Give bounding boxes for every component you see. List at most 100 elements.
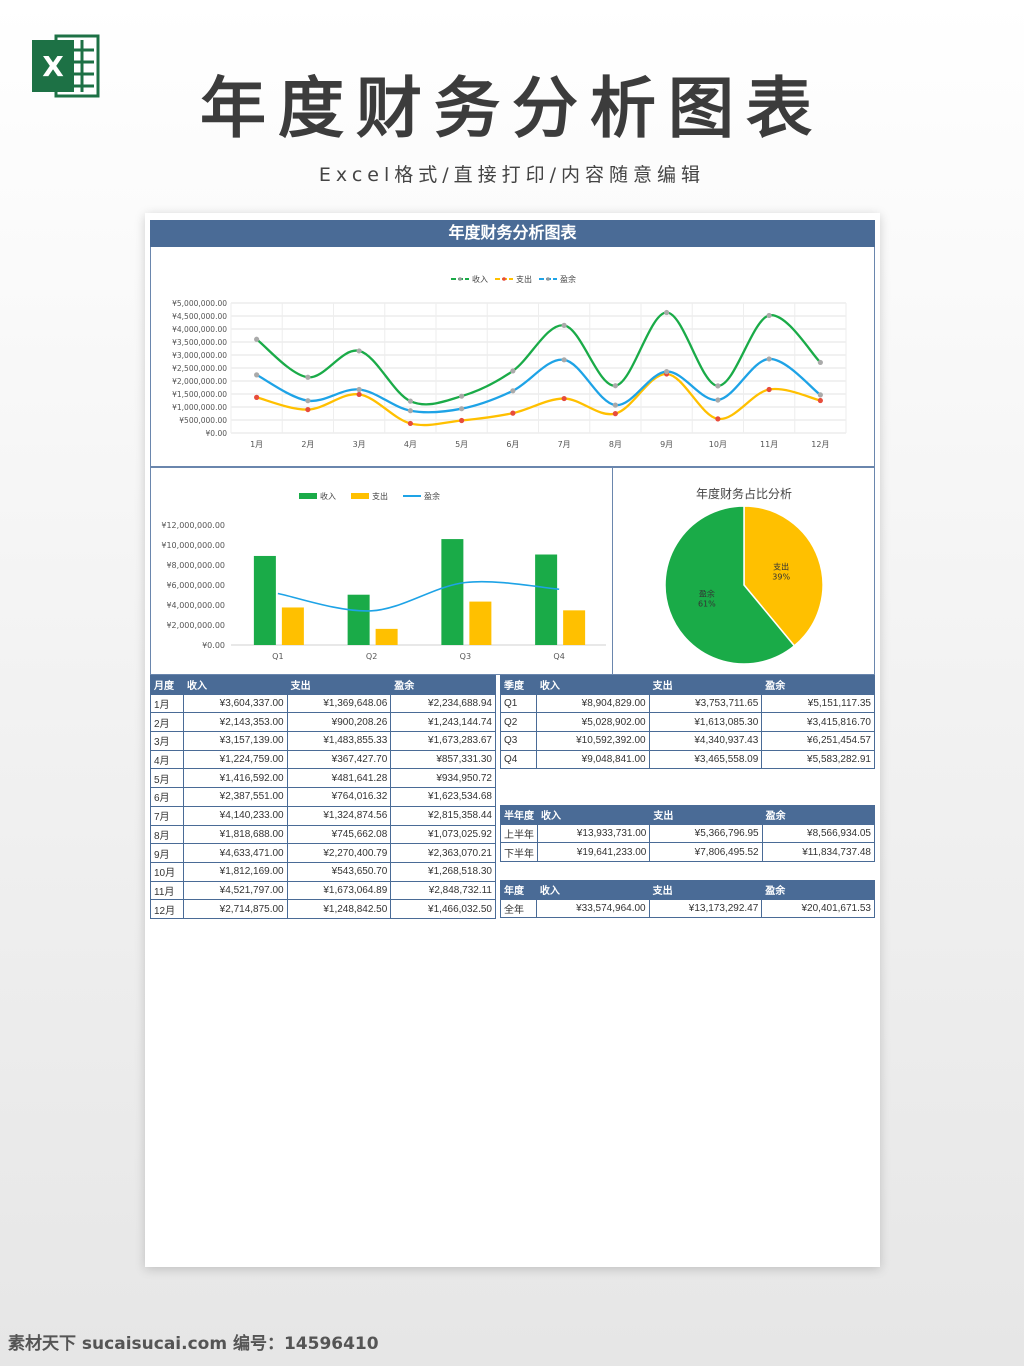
legend-swatch <box>299 493 317 499</box>
column-header: 月度 <box>150 675 184 695</box>
row-label-cell: Q4 <box>500 749 537 770</box>
table-row: 5月 ¥1,416,592.00 ¥481,641.28 ¥934,950.72 <box>150 768 496 789</box>
value-cell: ¥1,673,283.67 <box>390 731 496 751</box>
table-row: Q2 ¥5,028,902.00 ¥1,613,085.30 ¥3,415,816.7… <box>500 712 875 733</box>
row-label-cell: 1月 <box>150 693 184 714</box>
value-cell: ¥367,427.70 <box>286 749 392 770</box>
data-point <box>817 359 823 366</box>
value-cell: ¥11,834,737.48 <box>761 842 876 863</box>
value-cell: ¥8,566,934.05 <box>761 823 876 844</box>
column-header: 收入 <box>535 675 650 695</box>
pie-slice-percent: 61% <box>698 599 716 608</box>
bar-支出 <box>281 607 304 645</box>
data-point <box>305 406 311 413</box>
x-tick-label: 9月 <box>660 440 673 449</box>
y-tick-label: ¥3,000,000.00 <box>172 351 227 360</box>
column-header: 支出 <box>286 675 392 695</box>
value-cell: ¥2,234,688.94 <box>390 693 496 714</box>
legend-label: 支出 <box>372 491 388 501</box>
y-tick-label: ¥0.00 <box>202 641 225 650</box>
data-point <box>510 368 516 374</box>
pie-slice-支出 <box>743 505 824 647</box>
table-header-row: 月度 收入 支出 盈余 <box>150 675 496 695</box>
value-cell: ¥5,151,117.35 <box>761 693 875 714</box>
value-cell: ¥543,650.70 <box>286 861 392 882</box>
value-cell: ¥2,848,732.11 <box>390 880 496 901</box>
value-cell: ¥1,369,648.06 <box>286 693 392 714</box>
table-row: 3月 ¥3,157,139.00 ¥1,483,855.33 ¥1,673,283.6… <box>150 731 496 751</box>
table-row: 11月 ¥4,521,797.00 ¥1,673,064.89 ¥2,848,732.… <box>150 880 496 901</box>
spreadsheet-preview: 年度财务分析图表 ¥0.00 ¥500,000.00 ¥1,000,000.00 ¥1… <box>145 213 880 1267</box>
value-cell: ¥481,641.28 <box>286 768 392 789</box>
column-header: 盈余 <box>761 675 875 695</box>
value-cell: ¥1,818,688.00 <box>182 824 288 845</box>
row-label-cell: 6月 <box>150 787 184 807</box>
value-cell: ¥19,641,233.00 <box>536 842 651 863</box>
row-label-cell: 3月 <box>150 731 184 751</box>
page-title: 年度财务分析图表 <box>200 70 824 147</box>
value-cell: ¥2,387,551.00 <box>182 787 288 807</box>
value-cell: ¥1,248,842.50 <box>286 899 392 919</box>
y-tick-label: ¥10,000,000.00 <box>161 541 225 550</box>
series-line-盈余 <box>277 580 560 612</box>
x-tick-label: 5月 <box>455 440 468 449</box>
value-cell: ¥2,143,353.00 <box>182 712 288 733</box>
row-label-cell: Q1 <box>500 693 537 714</box>
x-tick-label: 10月 <box>709 440 727 449</box>
legend-swatch <box>351 493 369 499</box>
value-cell: ¥6,251,454.57 <box>761 731 875 751</box>
y-tick-label: ¥4,500,000.00 <box>172 312 227 321</box>
value-cell: ¥1,224,759.00 <box>182 749 288 770</box>
data-point <box>664 368 670 375</box>
legend-marker <box>458 277 462 281</box>
row-label-cell: 7月 <box>150 805 184 826</box>
legend-label: 盈余 <box>424 491 440 501</box>
row-label-cell: 10月 <box>150 861 184 882</box>
row-label-cell: 4月 <box>150 749 184 770</box>
row-label-cell: 5月 <box>150 768 184 789</box>
pie-title: 年度财务占比分析 <box>696 486 792 501</box>
table-row: 2月 ¥2,143,353.00 ¥900,208.26 ¥1,243,144.74 <box>150 712 496 733</box>
value-cell: ¥4,521,797.00 <box>182 880 288 901</box>
watermark-text: 素材天下 sucaisucai.com 编号：14596410 <box>8 1334 379 1354</box>
value-cell: ¥10,592,392.00 <box>535 731 650 751</box>
data-point <box>612 383 618 389</box>
column-header: 收入 <box>182 675 288 695</box>
table-header-row: 年度 收入 支出 盈余 <box>500 880 875 900</box>
annual-table: 年度 收入 支出 盈余 全年 ¥33,574,964.00 ¥13,173,292.47 ¥2… <box>500 880 875 919</box>
row-label-cell: 下半年 <box>500 842 538 863</box>
value-cell: ¥1,324,874.56 <box>286 805 392 826</box>
y-tick-label: ¥2,500,000.00 <box>172 364 227 373</box>
half-year-table: 半年度 收入 支出 盈余 上半年 ¥13,933,731.00 ¥5,366,796.95 ¥… <box>500 805 876 863</box>
column-header: 收入 <box>536 805 651 825</box>
table-row: Q4 ¥9,048,841.00 ¥3,465,558.09 ¥5,583,282.9… <box>500 749 875 770</box>
table-row: Q3 ¥10,592,392.00 ¥4,340,937.43 ¥6,251,454.… <box>500 731 875 751</box>
table-row: 10月 ¥1,812,169.00 ¥543,650.70 ¥1,268,518.30 <box>150 861 496 882</box>
column-header: 半年度 <box>500 805 538 825</box>
data-point <box>407 420 413 427</box>
table-row: 全年 ¥33,574,964.00 ¥13,173,292.47 ¥20,401,67… <box>500 898 875 919</box>
value-cell: ¥2,270,400.79 <box>286 843 392 863</box>
data-point <box>664 309 670 316</box>
pie-slice-percent: 39% <box>772 573 790 582</box>
value-cell: ¥5,366,796.95 <box>649 823 763 844</box>
value-cell: ¥900,208.26 <box>286 712 392 733</box>
table-row: 12月 ¥2,714,875.00 ¥1,248,842.50 ¥1,466,032.… <box>150 899 496 919</box>
value-cell: ¥4,633,471.00 <box>182 843 288 863</box>
monthly-line-chart: ¥0.00 ¥500,000.00 ¥1,000,000.00 ¥1,500,000.… <box>150 247 875 467</box>
y-tick-label: ¥0.00 <box>206 429 228 438</box>
bar-支出 <box>563 610 586 645</box>
data-point <box>612 402 618 408</box>
data-point <box>356 348 362 354</box>
value-cell: ¥1,416,592.00 <box>182 768 288 789</box>
value-cell: ¥857,331.30 <box>390 749 496 770</box>
y-tick-label: ¥1,500,000.00 <box>172 390 227 399</box>
pie-slice-name: 支出 <box>773 562 789 572</box>
row-label-cell: 9月 <box>150 843 184 863</box>
value-cell: ¥7,806,495.52 <box>649 842 763 863</box>
value-cell: ¥33,574,964.00 <box>535 898 650 919</box>
value-cell: ¥2,714,875.00 <box>182 899 288 919</box>
x-tick-label: 8月 <box>609 440 622 449</box>
value-cell: ¥1,268,518.30 <box>390 861 496 882</box>
table-row: 7月 ¥4,140,233.00 ¥1,324,874.56 ¥2,815,358.4… <box>150 805 496 826</box>
